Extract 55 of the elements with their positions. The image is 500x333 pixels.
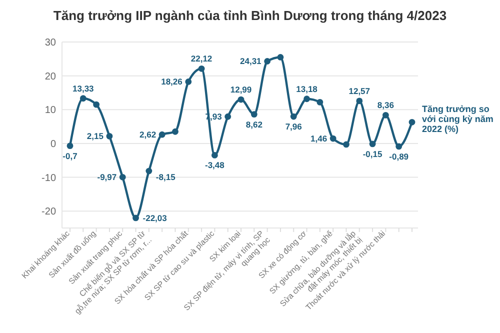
point bbox=[264, 58, 271, 64]
data-label: 1,46 bbox=[310, 134, 328, 144]
y-tick-label: -20 bbox=[42, 206, 56, 218]
data-label: 13,33 bbox=[72, 83, 94, 94]
point bbox=[369, 140, 376, 148]
point bbox=[146, 168, 152, 174]
data-label: 12,57 bbox=[348, 86, 370, 96]
point bbox=[290, 113, 297, 120]
point bbox=[198, 65, 205, 72]
y-tick-label: 20 bbox=[44, 71, 56, 82]
y-tick-label: 30 bbox=[44, 38, 56, 48]
chart-title: Tăng trưởng IIP ngành của tỉnh Bình Dương trong tháng 4/2023 bbox=[53, 8, 447, 23]
point bbox=[158, 131, 166, 138]
point bbox=[250, 111, 258, 118]
data-label: -22,03 bbox=[142, 212, 168, 223]
point bbox=[211, 152, 218, 158]
point bbox=[343, 141, 350, 148]
point bbox=[356, 98, 363, 104]
point bbox=[185, 78, 192, 85]
data-label: 2,62 bbox=[140, 130, 156, 140]
data-label: -9,97 bbox=[97, 172, 117, 182]
point bbox=[316, 98, 324, 106]
data-label: 2,15 bbox=[86, 131, 104, 142]
data-label: 18,26 bbox=[161, 76, 183, 87]
y-tick-label: 0 bbox=[50, 138, 56, 150]
point bbox=[277, 54, 284, 60]
data-label: -0,89 bbox=[389, 151, 409, 162]
series-label: Tăng trưởng so với cùng kỳ năm 2022 (%) bbox=[422, 104, 494, 134]
data-label: -0,7 bbox=[62, 150, 78, 161]
point bbox=[93, 101, 100, 108]
data-label: 7,96 bbox=[285, 122, 302, 132]
point bbox=[172, 128, 178, 135]
point bbox=[304, 96, 310, 102]
y-tick-label: -10 bbox=[42, 172, 56, 184]
point bbox=[106, 132, 113, 140]
data-label: 8,36 bbox=[377, 100, 394, 110]
point bbox=[382, 112, 389, 118]
data-label: -0,15 bbox=[362, 148, 382, 159]
point bbox=[408, 118, 416, 126]
point bbox=[396, 143, 402, 150]
data-label: 12,99 bbox=[230, 84, 252, 95]
point bbox=[330, 135, 336, 142]
point bbox=[238, 96, 244, 103]
data-label: -8,15 bbox=[156, 172, 176, 182]
data-label: 8,62 bbox=[246, 119, 263, 130]
y-tick-label: 10 bbox=[44, 105, 56, 116]
point bbox=[119, 174, 126, 180]
point bbox=[66, 142, 74, 150]
point bbox=[80, 95, 86, 102]
point bbox=[132, 214, 139, 222]
data-label: 13,18 bbox=[296, 84, 318, 94]
data-label: 24,31 bbox=[240, 56, 262, 66]
point bbox=[224, 113, 232, 120]
data-label: -3,48 bbox=[205, 160, 225, 170]
data-label: 22,12 bbox=[190, 54, 212, 64]
